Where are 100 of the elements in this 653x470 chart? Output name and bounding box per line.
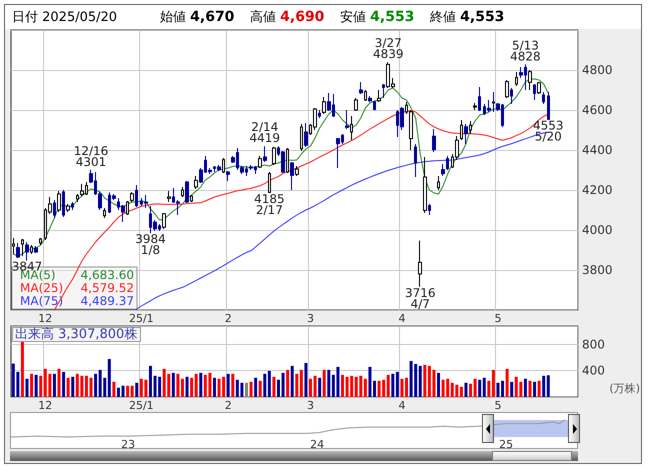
candlestick <box>547 92 550 120</box>
text: 終値 4,553 <box>430 9 504 25</box>
y-tick-label: 4200 <box>582 183 613 197</box>
bar <box>172 372 175 397</box>
candlestick <box>432 128 436 152</box>
bar <box>506 368 509 397</box>
candlestick <box>492 92 495 112</box>
bar <box>464 382 468 397</box>
bar <box>542 376 546 397</box>
candlestick <box>336 138 340 168</box>
candlestick <box>185 180 189 204</box>
candlestick <box>39 238 42 246</box>
candlestick <box>318 110 321 118</box>
candlestick <box>126 200 129 216</box>
candlestick <box>290 162 294 190</box>
candlestick <box>62 190 65 218</box>
bar <box>135 382 138 397</box>
annotation: 3716 4/7 <box>404 286 436 311</box>
bar <box>94 374 98 397</box>
candlestick <box>446 156 449 170</box>
annotation: 3984 1/8 <box>135 232 166 258</box>
bar <box>304 362 308 397</box>
x-tick-label: 25 <box>499 438 514 451</box>
bar <box>112 382 116 397</box>
bar <box>460 386 463 397</box>
candlestick <box>217 164 221 172</box>
bar <box>250 382 253 397</box>
bar <box>318 378 322 397</box>
bar <box>510 382 514 397</box>
candlestick <box>510 88 513 104</box>
bar <box>410 360 413 397</box>
annotation: 3/27 4839 <box>372 36 404 62</box>
candlestick <box>533 84 536 100</box>
bar <box>396 372 399 397</box>
bar <box>442 380 445 397</box>
candlestick <box>295 166 299 176</box>
x-tick-label: 23 <box>121 438 136 451</box>
candlestick <box>258 156 262 168</box>
candlestick <box>414 144 417 178</box>
candlestick <box>460 120 463 140</box>
bar <box>244 382 248 397</box>
bar <box>226 374 230 397</box>
bar <box>437 372 440 397</box>
bar <box>34 374 38 397</box>
bar <box>231 374 234 397</box>
candlestick <box>515 72 518 86</box>
x-tick-label: 2 <box>224 312 232 325</box>
candlestick <box>364 90 367 102</box>
candlestick <box>25 242 29 262</box>
bar <box>71 376 74 397</box>
x-tick-label: 4 <box>398 399 406 412</box>
bar <box>378 380 381 397</box>
candlestick <box>16 242 20 258</box>
candlestick <box>167 190 171 202</box>
candlestick <box>418 240 422 288</box>
candlestick <box>469 120 472 134</box>
candlestick <box>53 200 56 218</box>
y-tick-label: 4000 <box>582 223 613 237</box>
candlestick <box>505 80 509 98</box>
annotation: 5/13 4828 <box>510 38 541 64</box>
y-tick-label: 4400 <box>582 143 613 157</box>
candlestick <box>382 84 385 98</box>
candlestick <box>272 146 276 166</box>
bar <box>272 376 276 397</box>
y-axis-title: (万株) <box>609 382 640 395</box>
bar <box>52 374 56 397</box>
x-tick-label: 4 <box>398 312 406 325</box>
x-tick-label: 5 <box>494 399 502 412</box>
bar <box>190 378 194 397</box>
candlestick <box>71 202 74 210</box>
candlestick <box>478 86 481 112</box>
bar <box>482 378 486 397</box>
candlestick <box>487 100 491 112</box>
bar <box>26 378 29 397</box>
x-tick-label: 24 <box>310 438 324 451</box>
candlestick <box>345 110 349 130</box>
bar <box>30 374 34 397</box>
bar <box>39 376 42 397</box>
candlestick <box>437 176 440 190</box>
x-tick-label: 3 <box>307 399 314 412</box>
candlestick <box>194 176 198 190</box>
bar <box>341 374 344 397</box>
candlestick <box>542 92 545 104</box>
x-tick-label: 12 <box>38 399 52 412</box>
candlestick <box>537 82 541 94</box>
bar <box>524 378 527 397</box>
text: 安値 4,553 <box>340 9 414 25</box>
bar <box>208 372 212 397</box>
candlestick <box>103 208 106 218</box>
bar <box>546 375 550 397</box>
bar <box>258 380 262 397</box>
bar <box>199 372 202 397</box>
text: 高値 4,690 <box>250 9 324 25</box>
bar <box>212 378 216 397</box>
candlestick <box>464 124 468 144</box>
bar <box>322 370 326 397</box>
candlestick <box>354 98 358 112</box>
bar <box>144 380 148 397</box>
candlestick <box>373 100 376 111</box>
candlestick <box>300 124 303 152</box>
